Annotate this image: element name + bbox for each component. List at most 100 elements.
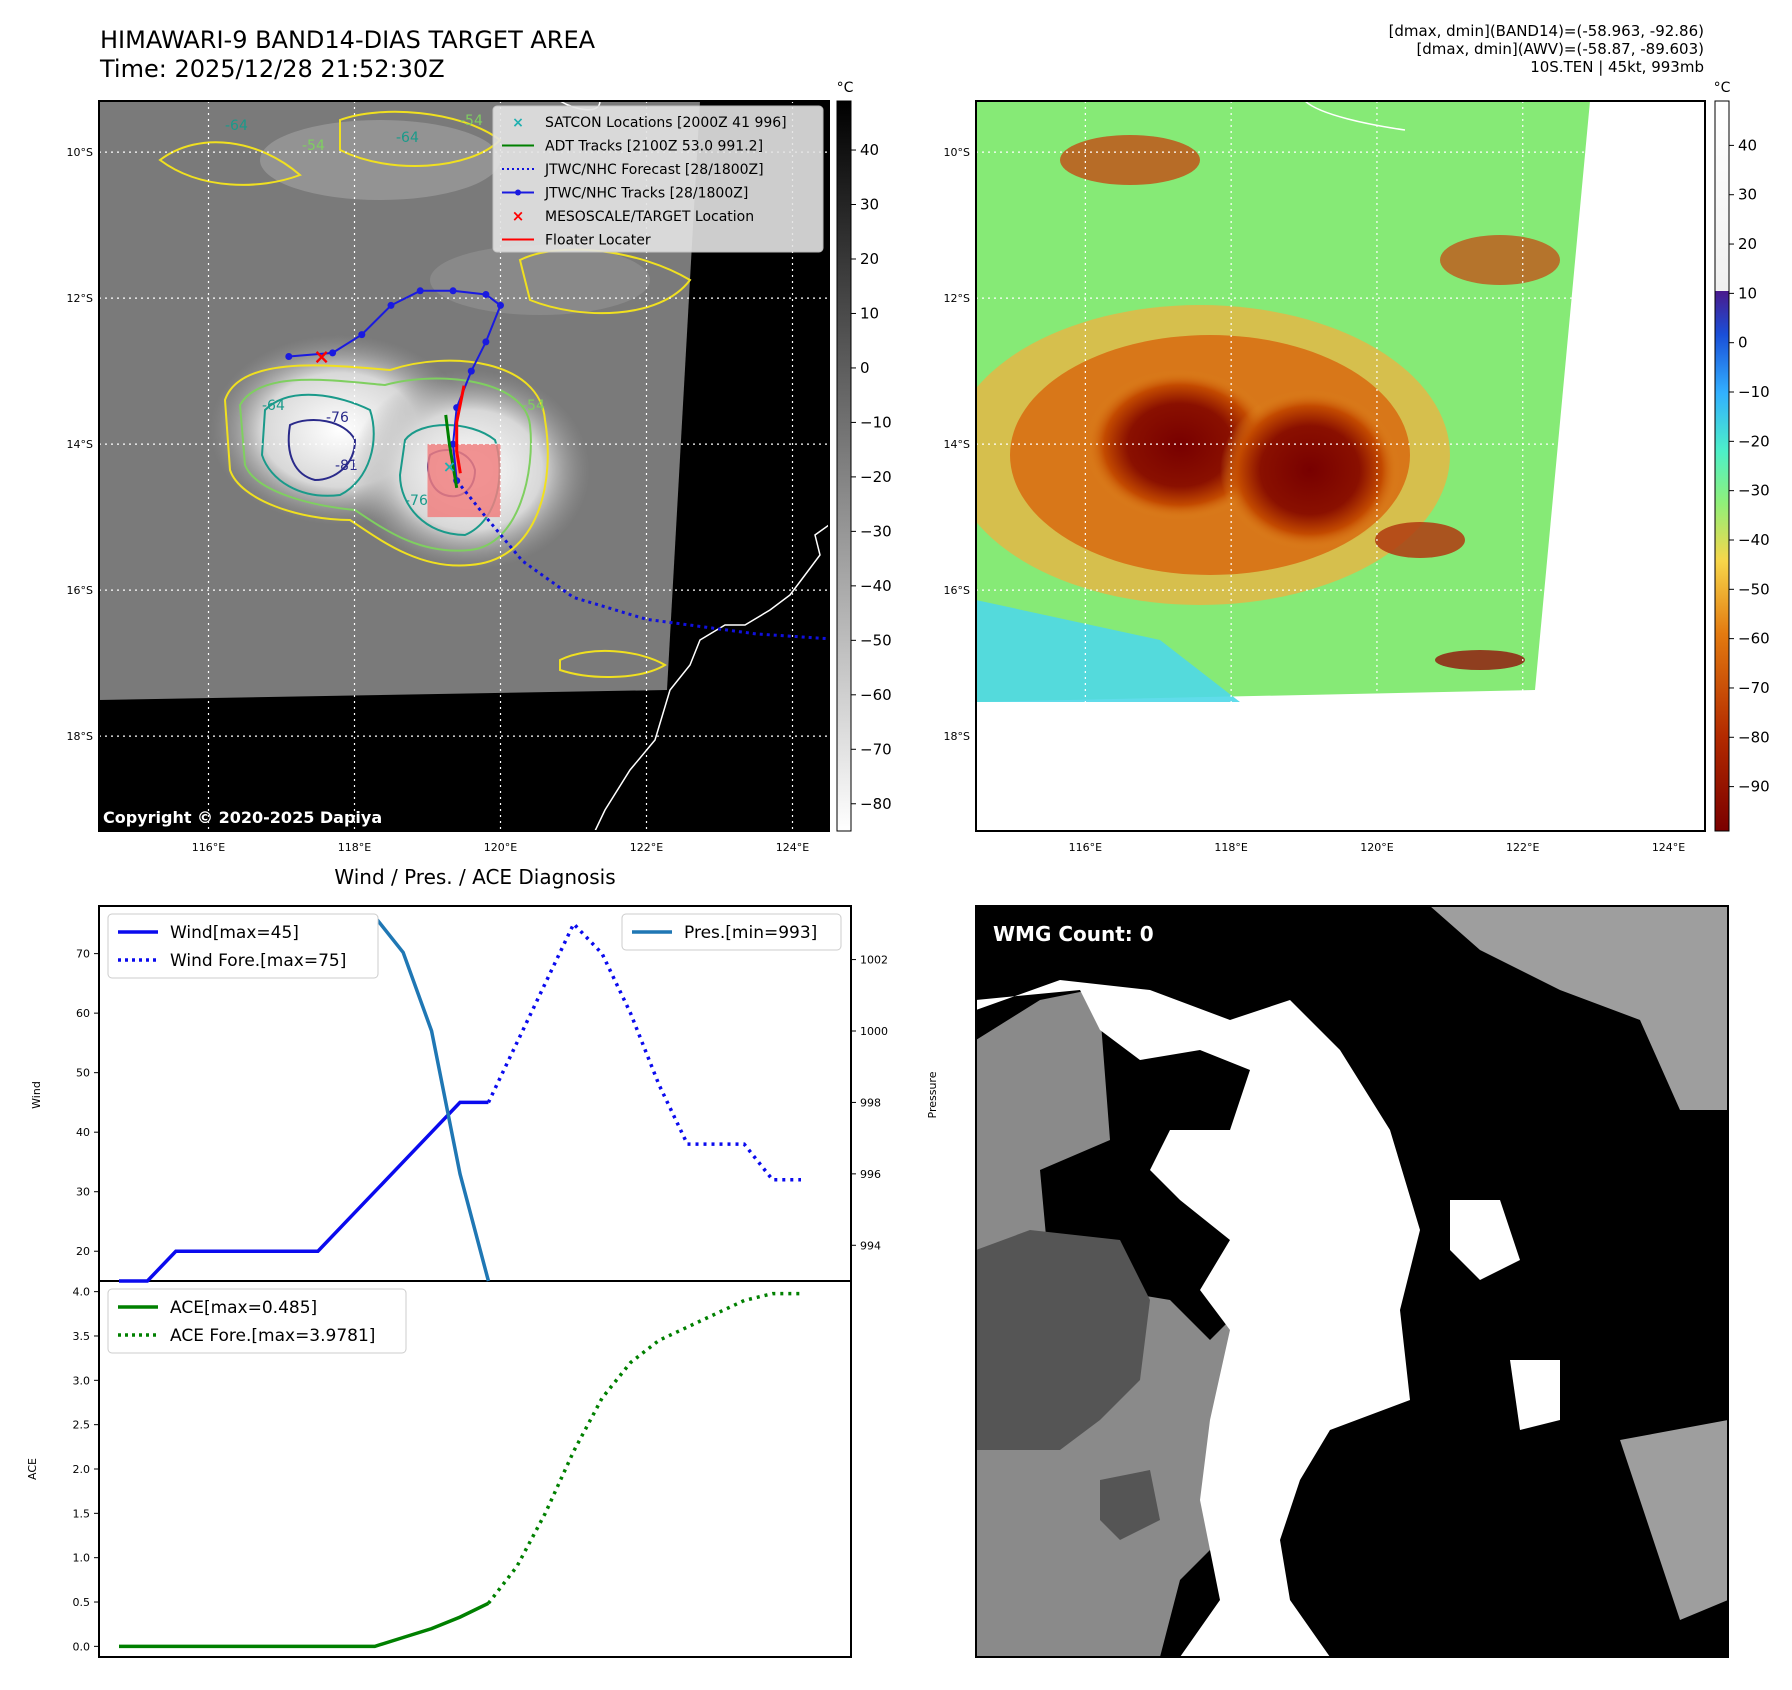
awv-south-cell [1435,650,1525,670]
map-axis-labels: 10°S 12°S 14°S 16°S 18°S 116°E 118°E 120°E 122°E… [67,146,810,854]
colorbar-tick-label: −10 [860,413,892,431]
legend-ace-forecast: ACE Fore.[max=3.9781] [170,1326,375,1346]
jtwc-track-point [285,353,293,360]
target-area-box [427,444,501,518]
colorbar-gray-unit: °C [837,80,854,96]
contour-64 [238,377,532,552]
stats-awv: [dmax, dmin](AWV)=(-58.87, -89.603) [1416,40,1704,58]
contour-north-a [158,141,302,186]
adt-track [444,414,459,489]
colorbar-color-unit: °C [1714,80,1731,96]
colorbar-tick-label: −80 [1738,728,1770,746]
diagnosis-chart-panel: Wind / Pres. / ACE Diagnosis Wind Pressu… [26,865,939,1658]
legend-wind: Wind[max=45] [170,923,299,943]
lat-label: 14°S [944,438,970,451]
y-tick-label: 50 [76,1067,90,1080]
colorbar-tick-label: −40 [860,577,892,595]
jtwc-track-point [449,440,457,448]
wmg-white-east [1450,1200,1520,1280]
jtwc-track-point [482,290,490,298]
contour-label: -54 [522,398,545,414]
y-tick-label: 1.5 [73,1507,91,1520]
contour-label: -81 [335,458,358,474]
y-tick-label: 2.5 [73,1419,91,1432]
colorbar-tick-label: −60 [1738,630,1770,648]
awv-map-panel: 10°S 12°S 14°S 16°S 18°S 116°E 118°E 120°E 122°E… [944,100,1706,854]
lon-label: 116°E [192,841,225,854]
legend-label: MESOSCALE/TARGET Location [545,209,754,225]
colorbar-tick-label: −20 [1738,432,1770,450]
colorbar-tick-label: 40 [1738,136,1757,154]
lon-label: 120°E [484,841,517,854]
colorbar-tick-label: 20 [860,250,879,268]
y-right-tick-label: 1000 [860,1025,888,1038]
awv-core-east [1220,390,1400,550]
jtwc-track-point [497,301,504,309]
wind-legend: Wind[max=45] Wind Fore.[max=75] [107,913,379,979]
lat-label: 16°S [944,584,970,597]
series-line-wind-fore- [486,920,801,1182]
legend-wind-forecast: Wind Fore.[max=75] [170,951,346,971]
satcon-marker: × [443,457,456,476]
legend-pressure: Pres.[min=993] [684,923,817,943]
lat-label: 18°S [944,730,970,743]
contour-label: -76 [326,410,349,426]
colorbar-gray-gradient [836,100,852,832]
colorbar-tick-label: 30 [1738,186,1757,204]
y-tick-label: 2.0 [73,1463,91,1476]
colorbar-tick-label: 10 [860,304,879,322]
colorbar-tick-label: −70 [1738,679,1770,697]
y-tick-label: 40 [76,1126,90,1139]
awv-north-cell [1060,135,1200,185]
copyright-text: Copyright © 2020-2025 Dapiya [103,808,382,827]
series-line-ace-fore- [487,1291,801,1605]
jtwc-track-point [329,349,337,357]
y-tick-label: 3.5 [73,1330,91,1343]
contour-label: -76 [405,493,428,509]
colorbar-tick-label: −60 [860,686,892,704]
ace-axis-label: ACE [26,1458,39,1480]
jtwc-track-point [482,338,490,346]
lon-label: 118°E [1214,841,1247,854]
lon-label: 120°E [1360,841,1393,854]
lat-label: 18°S [67,730,93,743]
map2-axis-labels: 10°S 12°S 14°S 16°S 18°S 116°E 118°E 120°E 122°E… [944,146,1686,854]
stats-storm: 10S.TEN | 45kt, 993mb [1530,58,1704,76]
contour-label: -64 [262,398,285,414]
map2-gridlines [976,101,1705,831]
colorbar-tick-label: −30 [860,522,892,540]
colorbar-tick-label: −80 [860,795,892,813]
y-right-tick-label: 998 [860,1096,881,1109]
awv-east-cell [1375,522,1465,558]
wmg-dark-gray [976,1230,1150,1450]
y-tick-label: 0.5 [73,1596,91,1609]
y-tick-label: 0.0 [73,1640,91,1653]
y-tick-label: 60 [76,1007,90,1020]
lat-label: 14°S [67,438,93,451]
wmg-white-region [976,980,1420,1657]
jtwc-track-points [285,287,504,485]
y-tick-label: 3.0 [73,1374,91,1387]
colorbar-tick-label: 20 [1738,235,1757,253]
contour-south [559,650,667,678]
colorbar-gray: °C 40 30 20 10 0 −10 −20 −30 −40 −50 −60 −70 −80 [836,80,892,832]
wmg-frame [975,905,1729,1658]
series-line-wind [119,1100,489,1283]
legend-swatch-satcon: × [512,115,524,131]
contour-label: -64 [396,130,419,146]
map2-coastline [1304,101,1406,131]
colorbar-tick-label: 30 [860,196,879,214]
y-tick-label: 4.0 [73,1286,91,1299]
y-tick-label: 70 [76,948,90,961]
wmg-panel: WMG Count: 0 [975,905,1729,1658]
colorbar-color-gradient [1714,100,1730,832]
y-tick-label: 1.0 [73,1552,91,1565]
coastline [594,524,829,831]
contour-54 [223,359,549,567]
lat-label: 12°S [944,292,970,305]
colorbar-tick-label: −50 [1738,580,1770,598]
contour-label: -54 [460,113,483,129]
legend-label: JTWC/NHC Forecast [28/1800Z] [544,162,764,178]
jtwc-track-point [387,301,395,309]
lon-label: 116°E [1069,841,1102,854]
